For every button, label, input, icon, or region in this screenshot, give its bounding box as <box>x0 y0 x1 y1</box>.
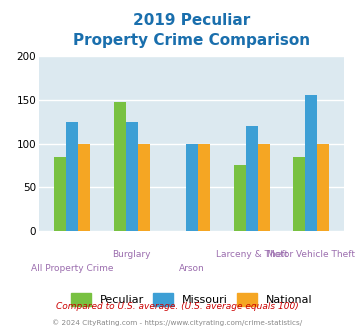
Bar <box>54 157 66 231</box>
Title: 2019 Peculiar
Property Crime Comparison: 2019 Peculiar Property Crime Comparison <box>73 13 310 48</box>
Bar <box>246 126 257 231</box>
Bar <box>294 157 305 231</box>
Bar <box>66 122 78 231</box>
Text: All Property Crime: All Property Crime <box>31 264 113 273</box>
Legend: Peculiar, Missouri, National: Peculiar, Missouri, National <box>67 289 317 310</box>
Bar <box>198 144 210 231</box>
Text: Burglary: Burglary <box>113 250 151 259</box>
Bar <box>305 95 317 231</box>
Bar <box>317 144 329 231</box>
Bar <box>186 144 198 231</box>
Bar <box>78 144 90 231</box>
Text: Larceny & Theft: Larceny & Theft <box>215 250 288 259</box>
Bar <box>234 165 246 231</box>
Text: Arson: Arson <box>179 264 204 273</box>
Text: Motor Vehicle Theft: Motor Vehicle Theft <box>267 250 355 259</box>
Text: Compared to U.S. average. (U.S. average equals 100): Compared to U.S. average. (U.S. average … <box>56 302 299 311</box>
Text: © 2024 CityRating.com - https://www.cityrating.com/crime-statistics/: © 2024 CityRating.com - https://www.city… <box>53 319 302 326</box>
Bar <box>126 122 138 231</box>
Bar <box>257 144 269 231</box>
Bar <box>114 102 126 231</box>
Bar <box>138 144 150 231</box>
